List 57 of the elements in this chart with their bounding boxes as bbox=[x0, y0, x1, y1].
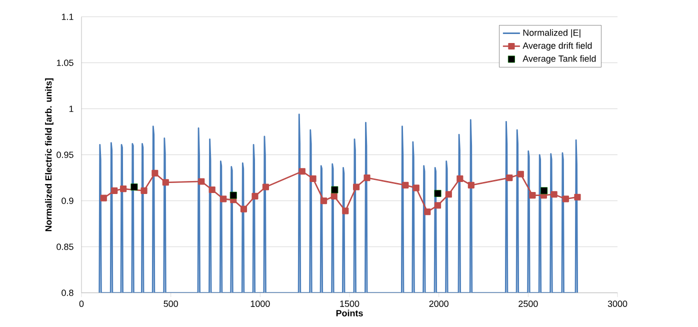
point bbox=[262, 184, 269, 190]
point bbox=[220, 196, 227, 202]
y-tick-label: 0.95 bbox=[56, 152, 74, 158]
point bbox=[120, 186, 127, 192]
legend-label: Average drift field bbox=[522, 42, 592, 51]
x-tick-label: 1000 bbox=[250, 300, 270, 307]
point bbox=[353, 184, 360, 190]
x-tick-label: 1500 bbox=[340, 300, 360, 307]
point bbox=[310, 175, 316, 182]
y-tick-label: 0.85 bbox=[56, 244, 74, 250]
point bbox=[331, 186, 338, 194]
point bbox=[445, 191, 452, 198]
point bbox=[111, 187, 118, 194]
legend-label: Average Tank field bbox=[522, 55, 596, 64]
point bbox=[364, 174, 370, 182]
point bbox=[320, 198, 328, 204]
x-tick-label: 2000 bbox=[429, 300, 448, 307]
point bbox=[506, 174, 513, 182]
x-tick-label: 3000 bbox=[608, 300, 628, 307]
point bbox=[198, 178, 205, 185]
point bbox=[230, 192, 237, 199]
point bbox=[412, 184, 420, 192]
point bbox=[540, 187, 548, 194]
legend-label: Normalized |E| bbox=[523, 29, 580, 38]
x-tick-label: 2500 bbox=[518, 300, 538, 307]
point bbox=[140, 187, 148, 194]
x-tick-label: 500 bbox=[164, 300, 178, 307]
point bbox=[130, 184, 138, 190]
point bbox=[434, 202, 442, 209]
point bbox=[330, 192, 338, 200]
y-tick-label: 0.9 bbox=[62, 198, 74, 204]
point bbox=[456, 175, 464, 182]
y-tick-label: 1.1 bbox=[62, 14, 74, 20]
point bbox=[298, 168, 306, 175]
point bbox=[342, 208, 349, 214]
point bbox=[208, 186, 216, 194]
x-tick-label: 0 bbox=[79, 300, 84, 307]
point bbox=[152, 170, 158, 176]
point bbox=[252, 192, 258, 200]
x-axis-title: Points bbox=[336, 310, 363, 316]
point bbox=[529, 192, 536, 199]
point bbox=[402, 182, 409, 188]
point bbox=[240, 206, 248, 212]
point bbox=[550, 191, 558, 198]
point bbox=[517, 170, 524, 178]
point bbox=[434, 190, 442, 197]
y-tick-label: 0.8 bbox=[62, 290, 74, 296]
point bbox=[562, 196, 569, 202]
y-axis-title: Normalized Electric field [arb. units] bbox=[45, 78, 54, 232]
y-tick-label: 1.05 bbox=[56, 60, 74, 66]
y-tick-label: 1 bbox=[69, 106, 74, 112]
point bbox=[574, 194, 581, 200]
point bbox=[468, 182, 474, 188]
point bbox=[424, 208, 431, 216]
point bbox=[100, 194, 107, 202]
point bbox=[162, 179, 169, 186]
line-series bbox=[98, 114, 578, 293]
